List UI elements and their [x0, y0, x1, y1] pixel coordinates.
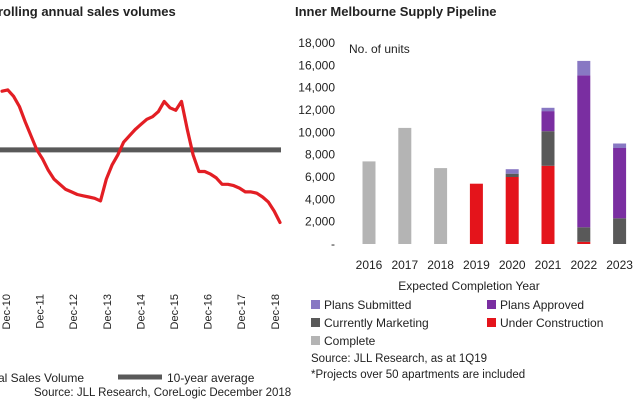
right-y-tick-label: 10,000: [298, 125, 335, 139]
right-bars: [362, 60, 627, 244]
right-y-tick-label: 2,000: [305, 215, 335, 229]
legend-label-complete: Complete: [324, 334, 376, 348]
right-chart-units-label: No. of units: [349, 42, 410, 56]
right-y-tick-label: 12,000: [298, 103, 335, 117]
bar-segment: [505, 177, 519, 244]
right-x-axis-ticks: 2016 2017 2018 2019 2020 2021 2022 2023: [356, 258, 634, 272]
left-plot-area: [0, 88, 282, 225]
bar-segment: [577, 75, 591, 228]
right-y-tick-label: 16,000: [298, 58, 335, 72]
bar-segment: [541, 131, 555, 166]
legend-swatch-under-construction: [487, 318, 496, 327]
bar-segment: [505, 173, 519, 177]
right-y-tick-label: 14,000: [298, 81, 335, 95]
right-chart-footnote: *Projects over 50 apartments are include…: [311, 369, 525, 381]
bar-segment: [505, 169, 519, 174]
legend-swatch-complete: [311, 336, 320, 345]
bar-segment: [469, 183, 483, 244]
left-x-tick-label: Dec-13: [102, 294, 114, 329]
bar-segment: [613, 148, 627, 219]
bar-segment: [541, 107, 555, 112]
legend-label-plans-approved: Plans Approved: [500, 298, 584, 312]
right-y-tick-label: 6,000: [305, 170, 335, 184]
left-x-tick-label: Dec-15: [169, 294, 181, 329]
right-y-tick-label: 8,000: [305, 148, 335, 162]
legend-label-plans-submitted: Plans Submitted: [324, 298, 411, 312]
right-x-tick-label: 2018: [427, 258, 454, 272]
bar-segment: [577, 60, 591, 76]
left-x-tick-label: Dec-11: [35, 294, 47, 329]
left-x-tick-label: Dec-18: [270, 294, 282, 329]
right-y-tick-label: -: [331, 237, 335, 251]
bar-segment: [613, 218, 627, 244]
sales-volume-line: [0, 88, 282, 225]
right-x-tick-label: 2021: [535, 258, 562, 272]
right-y-tick-label: 4,000: [305, 192, 335, 206]
right-x-axis-title: Expected Completion Year: [398, 279, 539, 293]
bar-segment: [541, 165, 555, 244]
bar-segment: [541, 111, 555, 132]
right-x-tick-label: 2022: [570, 258, 597, 272]
bar-segment: [434, 168, 448, 244]
right-x-tick-label: 2023: [606, 258, 633, 272]
legend-label-currently-marketing: Currently Marketing: [324, 316, 429, 330]
legend-swatch-currently-marketing: [311, 318, 320, 327]
left-legend: al Sales Volume 10-year average: [0, 371, 255, 385]
bar-segment: [613, 143, 627, 148]
legend-label-under-construction: Under Construction: [500, 316, 603, 330]
right-y-tick-label: 18,000: [298, 36, 335, 50]
left-x-axis-ticks: Dec-10 Dec-11 Dec-12 Dec-13 Dec-14 Dec-15 Dec-…: [1, 294, 282, 329]
right-y-axis-ticks: 18,000 16,000 14,000 12,000 10,000 8,000 6,000…: [298, 36, 335, 251]
bar-segment: [577, 241, 591, 244]
right-x-tick-label: 2016: [356, 258, 383, 272]
left-chart-title: rolling annual sales volumes: [0, 4, 176, 19]
right-chart-title: Inner Melbourne Supply Pipeline: [295, 4, 497, 19]
right-x-tick-label: 2017: [391, 258, 418, 272]
bar-segment: [362, 161, 376, 244]
legend-label-sales-volume: al Sales Volume: [0, 371, 84, 385]
right-legend: Plans Submitted Plans Approved Currently…: [311, 298, 603, 348]
legend-swatch-plans-submitted: [311, 300, 320, 309]
left-x-tick-label: Dec-17: [236, 294, 248, 329]
left-x-tick-label: Dec-10: [1, 294, 13, 329]
right-x-tick-label: 2019: [463, 258, 490, 272]
left-chart-source: Source: JLL Research, CoreLogic December…: [34, 387, 291, 399]
legend-swatch-plans-approved: [487, 300, 496, 309]
right-chart-source: Source: JLL Research, as at 1Q19: [311, 353, 487, 365]
bar-segment: [577, 227, 591, 242]
left-x-tick-label: Dec-16: [203, 294, 215, 329]
right-x-tick-label: 2020: [499, 258, 526, 272]
left-x-tick-label: Dec-12: [68, 294, 80, 329]
bar-segment: [398, 127, 412, 244]
left-x-tick-label: Dec-14: [135, 294, 147, 329]
legend-label-average: 10-year average: [167, 371, 255, 385]
